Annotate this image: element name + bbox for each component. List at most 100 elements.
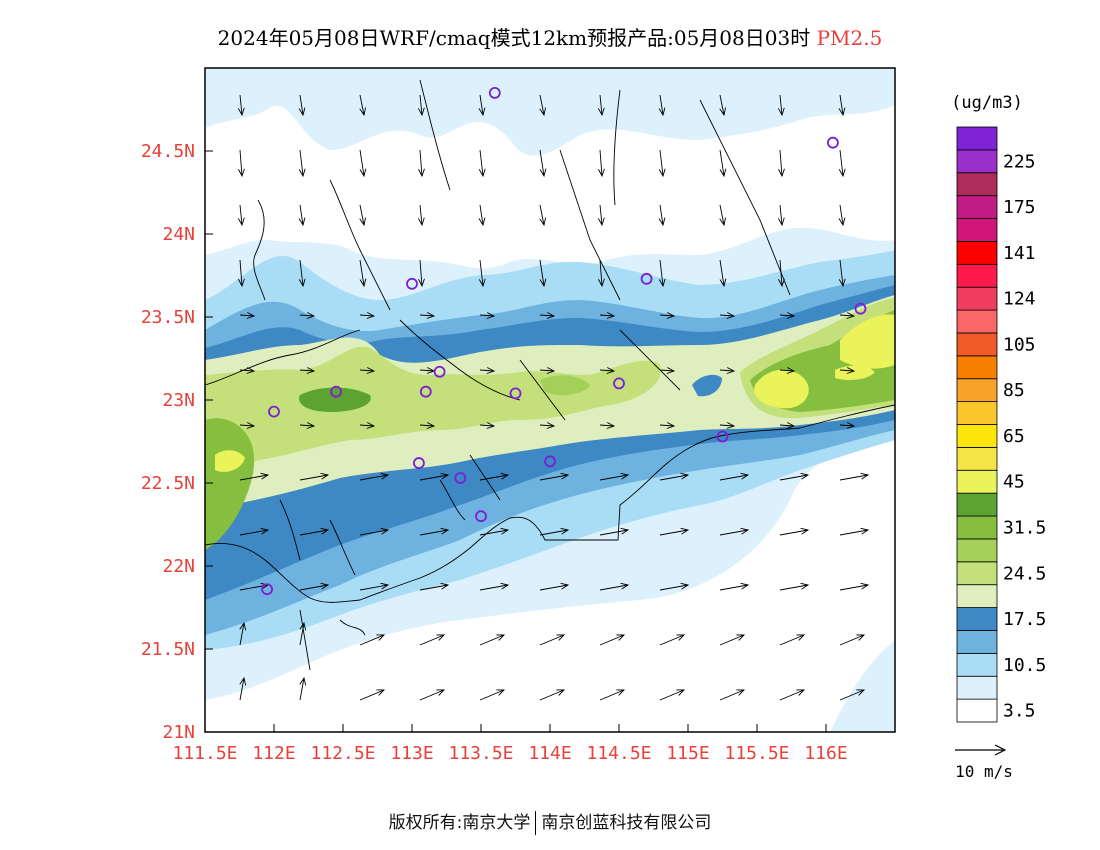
- legend-swatch: [956, 584, 998, 608]
- wind-arrow: [237, 94, 245, 117]
- wind-arrow: [419, 582, 450, 591]
- lon-tick-label: 114.5E: [586, 743, 651, 764]
- wind-arrow: [237, 204, 245, 227]
- wind-arrow: [539, 634, 566, 646]
- wind-arrow: [659, 367, 676, 374]
- pm25-concentration-field: [205, 68, 895, 732]
- legend-label: 3.5: [1003, 701, 1036, 722]
- wind-arrow: [719, 422, 736, 429]
- lat-tick-label: 23N: [162, 390, 195, 411]
- legend-label: 175: [1003, 197, 1036, 218]
- legend-unit: (ug/m3): [951, 93, 1023, 113]
- legend-swatch: [956, 561, 998, 586]
- station-marker: [716, 430, 729, 443]
- wind-arrow: [719, 149, 727, 178]
- wind-arrow: [239, 676, 247, 701]
- legend-swatch: [956, 515, 998, 540]
- wind-arrow: [779, 422, 796, 429]
- wind-arrow: [417, 94, 425, 117]
- wind-arrow: [779, 472, 810, 481]
- wind-arrow: [658, 149, 666, 178]
- coastline-boundaries: [205, 79, 895, 671]
- latitude-axis: 21N 21.5N 22N 22.5N 23N 23.5N 24N 24.5N: [141, 141, 213, 743]
- wind-arrow: [599, 634, 626, 646]
- station-marker: [433, 365, 446, 378]
- station-marker: [640, 272, 653, 285]
- wind-arrow: [719, 204, 727, 227]
- wind-arrow: [239, 621, 247, 646]
- wind-arrow: [719, 472, 750, 481]
- lon-tick-label: 112.5E: [310, 743, 375, 764]
- legend-swatch: [956, 378, 998, 403]
- wind-reference-label: 10 m/s: [955, 762, 1013, 781]
- station-marker: [827, 136, 839, 149]
- wind-arrow: [838, 204, 846, 227]
- wind-arrow: [299, 367, 316, 374]
- station-marker: [454, 472, 467, 484]
- wind-arrow: [298, 94, 306, 117]
- legend-swatch: [956, 241, 998, 265]
- wind-arrow: [238, 259, 245, 288]
- wind-arrow: [478, 149, 486, 178]
- legend-label: 10.5: [1003, 655, 1046, 676]
- title-main: 2024年05月08日WRF/cmaq模式12km预报产品:05月08日03时: [217, 26, 811, 50]
- copyright-right: 南京创蓝科技有限公司: [541, 813, 712, 833]
- wind-arrow: [900, 205, 906, 225]
- footer-separator: [535, 811, 537, 835]
- legend-swatch: [956, 675, 998, 700]
- lat-tick-label: 22.5N: [141, 473, 195, 494]
- wind-arrow: [299, 582, 330, 591]
- wind-arrow: [539, 472, 570, 481]
- wind-arrow: [838, 94, 846, 117]
- title-species: PM2.5: [816, 26, 883, 50]
- wind-arrow: [719, 527, 750, 536]
- wind-arrow: [238, 149, 245, 178]
- legend-swatch: [956, 218, 998, 242]
- wind-arrow: [599, 689, 626, 701]
- lon-tick-label: 112E: [252, 743, 295, 764]
- copyright-left: 版权所有:南京大学: [388, 813, 531, 833]
- wind-arrow: [299, 312, 316, 319]
- wind-arrow: [658, 259, 666, 288]
- wind-arrow: [479, 472, 510, 481]
- wind-arrow: [779, 527, 810, 536]
- wind-arrow: [359, 259, 367, 288]
- legend-label: 85: [1003, 380, 1025, 401]
- wind-arrow: [359, 149, 367, 178]
- wind-arrow: [659, 472, 690, 481]
- wind-arrow: [838, 149, 846, 178]
- wind-arrow: [539, 204, 547, 227]
- legend-swatch: [956, 172, 998, 197]
- wind-arrow: [900, 150, 906, 176]
- wind-arrow: [659, 634, 686, 646]
- wind-arrow: [298, 259, 306, 288]
- wind-arrow: [599, 527, 630, 536]
- wind-arrow: [719, 259, 727, 288]
- legend-swatch: [956, 424, 998, 448]
- lat-tick-label: 23.5N: [141, 307, 195, 328]
- legend-swatch: [956, 355, 998, 380]
- wind-arrow: [839, 472, 870, 481]
- wind-arrow: [418, 149, 425, 178]
- longitude-axis: 111.5E 112E 112.5E 113E 113.5E 114E 114.5E 115E…: [172, 724, 848, 764]
- wind-arrow: [239, 422, 256, 429]
- station-marker: [330, 385, 343, 398]
- lon-tick-label: 114E: [528, 743, 571, 764]
- wind-arrow: [658, 94, 666, 117]
- station-marker: [854, 302, 867, 315]
- wind-arrow: [359, 422, 376, 429]
- station-marker: [268, 405, 280, 418]
- wind-arrow: [239, 367, 256, 374]
- station-marker: [406, 277, 418, 290]
- wind-arrow: [539, 367, 556, 374]
- wind-arrow: [298, 149, 306, 178]
- wind-arrow: [298, 204, 306, 227]
- wind-arrow: [598, 259, 605, 288]
- wind-arrow: [299, 472, 330, 481]
- wind-arrow: [838, 259, 846, 288]
- station-marker: [509, 387, 522, 400]
- wind-arrow: [299, 422, 316, 429]
- wind-arrow: [779, 582, 810, 591]
- legend-label: 225: [1003, 151, 1036, 172]
- legend-swatch: [956, 698, 998, 723]
